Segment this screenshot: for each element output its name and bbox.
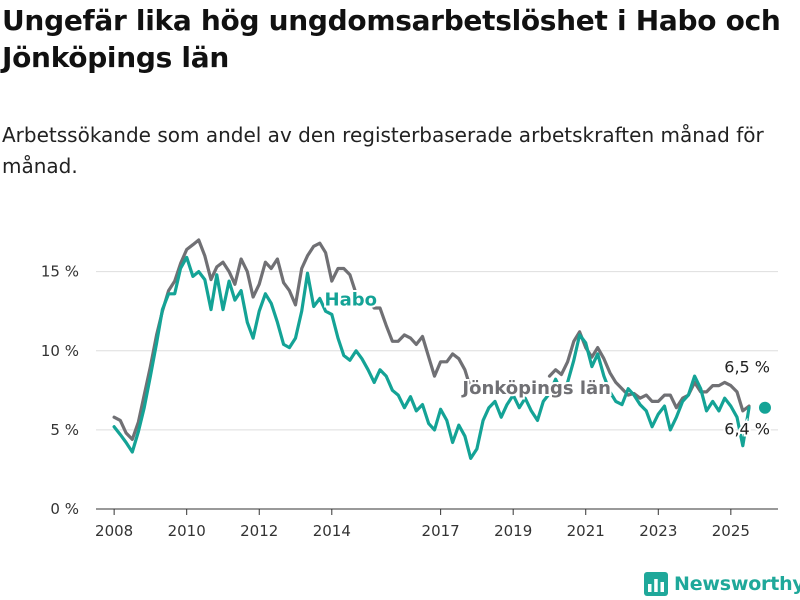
y-tick-label: 10 % [41, 342, 79, 360]
series-labels: 6,5 % 6,4 % Habo Jönköpings län [323, 288, 772, 441]
series-name-label: Habo [325, 290, 377, 311]
end-marker [758, 401, 771, 414]
x-tick-label: 2010 [168, 522, 206, 540]
series-line-habo [112, 255, 751, 460]
y-tick-label: 15 % [41, 263, 79, 281]
y-tick-label: 5 % [50, 421, 79, 439]
x-tick-label: 2017 [422, 522, 460, 540]
x-tick-label: 2014 [313, 522, 351, 540]
x-tick-label: 2008 [95, 522, 133, 540]
y-tick-label: 0 % [50, 500, 79, 518]
x-tick-label: 2012 [240, 522, 278, 540]
gridlines [96, 271, 778, 510]
series-lines [112, 238, 771, 460]
axes: 0 % 5 % 10 % 15 % 2008 2010 2012 2014 2017 2019 20… [41, 263, 750, 540]
x-tick-label: 2021 [567, 522, 605, 540]
x-tick-label: 2023 [639, 522, 677, 540]
newsworthy-brand: Newsworthy [644, 569, 800, 599]
bar-chart-logo-icon [644, 572, 668, 596]
chart-subtitle: Arbetssökande som andel av den registerb… [2, 123, 764, 178]
series-line-j-nk-pings-l-n [112, 238, 473, 441]
end-marker [480, 382, 493, 395]
series-name-label: Jönköpings län [460, 378, 611, 399]
x-tick-label: 2025 [712, 522, 750, 540]
x-tick-label: 2019 [494, 522, 532, 540]
end-value-label: 6,4 % [724, 420, 770, 439]
chart-title: Ungefär lika hög ungdomsarbetslöshet i H… [2, 4, 781, 74]
brand-name: Newsworthy [674, 573, 800, 595]
end-value-label: 6,5 % [724, 358, 770, 377]
